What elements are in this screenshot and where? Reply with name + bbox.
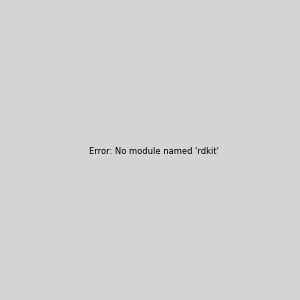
- Text: Error: No module named 'rdkit': Error: No module named 'rdkit': [89, 147, 219, 156]
